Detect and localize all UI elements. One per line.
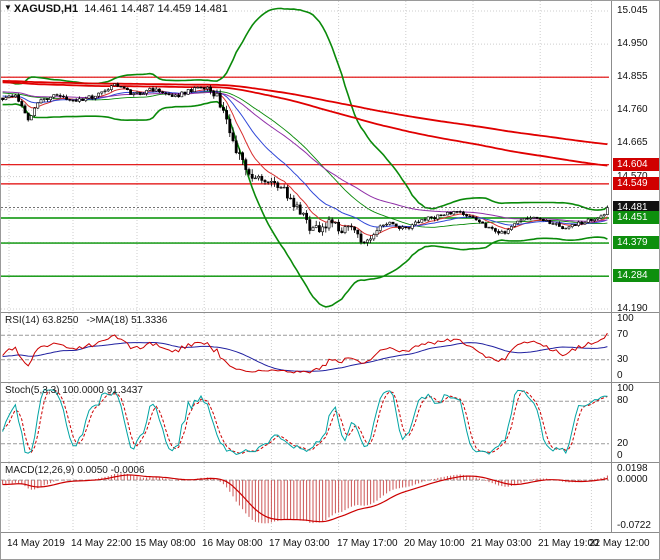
ohlc-values: 14.461 14.487 14.459 14.481 bbox=[84, 3, 228, 15]
time-label: 17 May 03:00 bbox=[269, 538, 330, 549]
axis-tick: 80 bbox=[617, 395, 629, 406]
rsi-canvas[interactable] bbox=[1, 313, 611, 382]
axis-tick: 100 bbox=[617, 313, 634, 324]
axis-tick: 0 bbox=[617, 370, 623, 381]
macd-label: MACD(12,26,9) 0.0050 -0.0006 bbox=[5, 465, 153, 476]
price-tick: 14.665 bbox=[617, 137, 648, 148]
price-tag: 14.604 bbox=[613, 158, 659, 171]
main-chart-panel: ▼ XAGUSD,H1 14.461 14.487 14.459 14.481 15… bbox=[1, 1, 659, 314]
rsi-label: RSI(14) 63.8250 ->MA(18) 51.3336 bbox=[5, 315, 175, 326]
chart-shift-icon: ▼ bbox=[4, 3, 12, 12]
price-tick: 15.045 bbox=[617, 5, 648, 16]
symbol-period-label: XAGUSD,H1 bbox=[13, 3, 79, 15]
main-price-axis[interactable]: 15.045 14.950 14.855 14.760 14.665 14.570 14.4… bbox=[611, 1, 659, 314]
time-label: 17 May 17:00 bbox=[337, 538, 398, 549]
price-tag: 14.451 bbox=[613, 211, 659, 224]
stochastic-label: Stoch(5,3,3) 100.0000 91.3437 bbox=[5, 385, 151, 396]
price-tick: 14.855 bbox=[617, 71, 648, 82]
axis-tick: 30 bbox=[617, 354, 629, 365]
time-label: 22 May 12:00 bbox=[589, 538, 650, 549]
axis-tick: 0.0198 bbox=[617, 463, 648, 474]
price-tick: 14.190 bbox=[617, 303, 648, 314]
price-tick: 14.760 bbox=[617, 104, 648, 115]
axis-tick: 0 bbox=[617, 450, 623, 461]
time-label: 21 May 19:00 bbox=[538, 538, 599, 549]
macd-axis[interactable]: 0.0198 0.0000 -0.0722 bbox=[611, 463, 659, 532]
stochastic-value-label: Stoch(5,3,3) 100.0000 91.3437 bbox=[5, 385, 143, 396]
macd-value-label: MACD(12,26,9) 0.0050 -0.0006 bbox=[5, 465, 145, 476]
axis-tick: 70 bbox=[617, 329, 629, 340]
axis-tick: 20 bbox=[617, 438, 629, 449]
time-label: 20 May 10:00 bbox=[404, 538, 465, 549]
time-label: 14 May 2019 bbox=[7, 538, 65, 549]
stochastic-axis[interactable]: 100 80 20 0 bbox=[611, 383, 659, 462]
stochastic-panel: Stoch(5,3,3) 100.0000 91.3437 100 80 20 0 bbox=[1, 383, 659, 463]
chart-title: ▼ XAGUSD,H1 14.461 14.487 14.459 14.481 bbox=[4, 3, 228, 15]
rsi-value-label: RSI(14) 63.8250 bbox=[5, 315, 79, 326]
axis-tick: 100 bbox=[617, 383, 634, 394]
price-tag: 14.549 bbox=[613, 177, 659, 190]
time-label: 16 May 08:00 bbox=[202, 538, 263, 549]
axis-tick: 0.0000 bbox=[617, 474, 648, 485]
price-tick: 14.950 bbox=[617, 38, 648, 49]
time-label: 21 May 03:00 bbox=[471, 538, 532, 549]
rsi-axis[interactable]: 100 70 30 0 bbox=[611, 313, 659, 382]
time-axis[interactable]: 14 May 2019 14 May 22:00 15 May 08:00 16 Ma… bbox=[1, 533, 659, 559]
macd-canvas[interactable] bbox=[1, 463, 611, 532]
price-tag: 14.284 bbox=[613, 269, 659, 282]
price-tick: 14.570 bbox=[617, 171, 648, 182]
price-tag: 14.379 bbox=[613, 236, 659, 249]
time-label: 14 May 22:00 bbox=[71, 538, 132, 549]
price-tag: 14.481 bbox=[613, 201, 659, 214]
main-chart-canvas[interactable] bbox=[1, 1, 611, 312]
time-label: 15 May 08:00 bbox=[135, 538, 196, 549]
rsi-ma-value-label: ->MA(18) 51.3336 bbox=[86, 315, 168, 326]
macd-panel: MACD(12,26,9) 0.0050 -0.0006 0.0198 0.000… bbox=[1, 463, 659, 533]
axis-tick: -0.0722 bbox=[617, 520, 651, 531]
stochastic-canvas[interactable] bbox=[1, 383, 611, 462]
rsi-panel: RSI(14) 63.8250 ->MA(18) 51.3336 100 70 30 0 bbox=[1, 313, 659, 383]
